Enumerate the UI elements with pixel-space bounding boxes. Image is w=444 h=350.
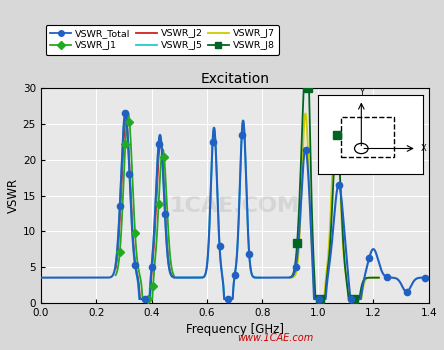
Text: www.1CAE.com: www.1CAE.com [237,333,313,343]
Text: 1CAE.COM: 1CAE.COM [170,196,300,216]
Legend: VSWR_Total, VSWR_J1, VSWR_J2, VSWR_J5, VSWR_J7, VSWR_J8: VSWR_Total, VSWR_J1, VSWR_J2, VSWR_J5, V… [46,25,279,55]
Y-axis label: VSWR: VSWR [7,178,20,213]
X-axis label: Frequency [GHz]: Frequency [GHz] [186,323,284,336]
Title: Excitation: Excitation [200,72,270,86]
